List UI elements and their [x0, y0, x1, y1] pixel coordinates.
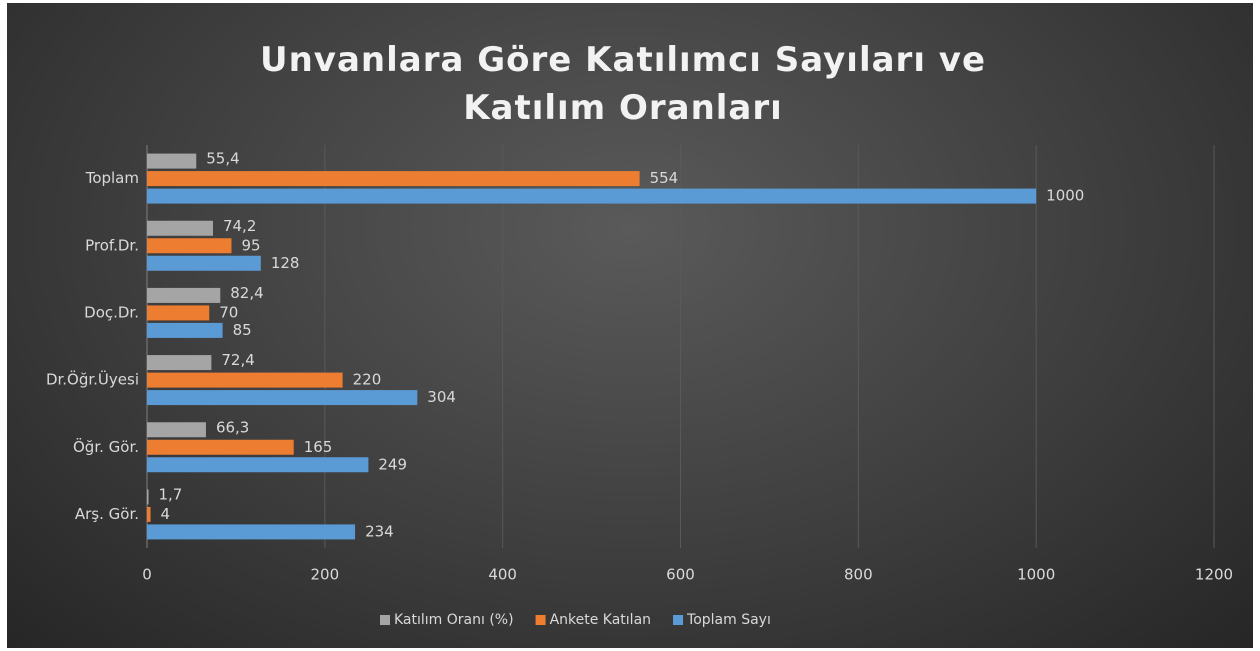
data-label: 95: [241, 236, 260, 254]
data-label: 72,4: [221, 351, 254, 369]
data-label: 1000: [1046, 187, 1084, 205]
bar: [147, 255, 261, 271]
y-tick-label: Prof.Dr.: [85, 236, 139, 254]
bar: [147, 305, 210, 321]
data-label: 1,7: [159, 485, 183, 503]
data-label: 234: [365, 522, 394, 540]
bar: [147, 524, 356, 540]
data-label: 165: [304, 438, 333, 456]
data-label: 220: [353, 371, 382, 389]
legend-label: Toplam Sayı: [686, 612, 771, 628]
x-tick-label: 1000: [1017, 566, 1055, 584]
bar: [147, 171, 640, 187]
bar: [147, 188, 1037, 204]
data-label: 4: [161, 505, 171, 523]
data-label: 85: [233, 321, 252, 339]
legend-swatch: [535, 615, 546, 625]
legend-label: Katılım Oranı (%): [394, 612, 514, 628]
bar: [147, 220, 213, 236]
x-tick-label: 800: [844, 566, 873, 584]
bar: [147, 489, 149, 505]
bar: [147, 439, 294, 455]
y-tick-label: Arş. Gör.: [75, 505, 139, 523]
bar: [147, 457, 369, 473]
x-tick-label: 200: [311, 566, 340, 584]
y-tick-label: Toplam: [85, 169, 139, 187]
legend-label: Ankete Katılan: [550, 612, 651, 628]
data-label: 66,3: [216, 418, 249, 436]
bar: [147, 355, 212, 371]
bar: [147, 372, 343, 388]
x-tick-label: 1200: [1195, 566, 1233, 584]
data-label: 304: [427, 388, 456, 406]
data-label: 82,4: [230, 284, 263, 302]
bar: [147, 153, 197, 169]
legend-swatch: [673, 615, 684, 625]
bar: [147, 390, 418, 406]
data-label: 554: [650, 169, 679, 187]
chart-title: Unvanlara Göre Katılımcı Sayıları ve Kat…: [259, 40, 1012, 128]
bar: [147, 287, 221, 303]
y-tick-label: Doç.Dr.: [84, 303, 139, 321]
data-label: 74,2: [223, 217, 256, 235]
x-tick-label: 0: [142, 566, 152, 584]
legend-swatch: [380, 615, 390, 625]
bar: [147, 506, 151, 522]
x-tick-label: 400: [488, 566, 517, 584]
y-tick-label: Öğr. Gör.: [73, 437, 139, 456]
bar: [147, 238, 232, 254]
y-tick-label: Dr.Öğr.Üyesi: [46, 370, 139, 389]
data-label: 55,4: [206, 150, 239, 168]
bar: [147, 422, 206, 438]
data-label: 249: [378, 455, 407, 473]
x-tick-label: 600: [666, 566, 695, 584]
bar: [147, 322, 223, 338]
data-label: 128: [271, 254, 300, 272]
data-label: 70: [219, 303, 238, 321]
